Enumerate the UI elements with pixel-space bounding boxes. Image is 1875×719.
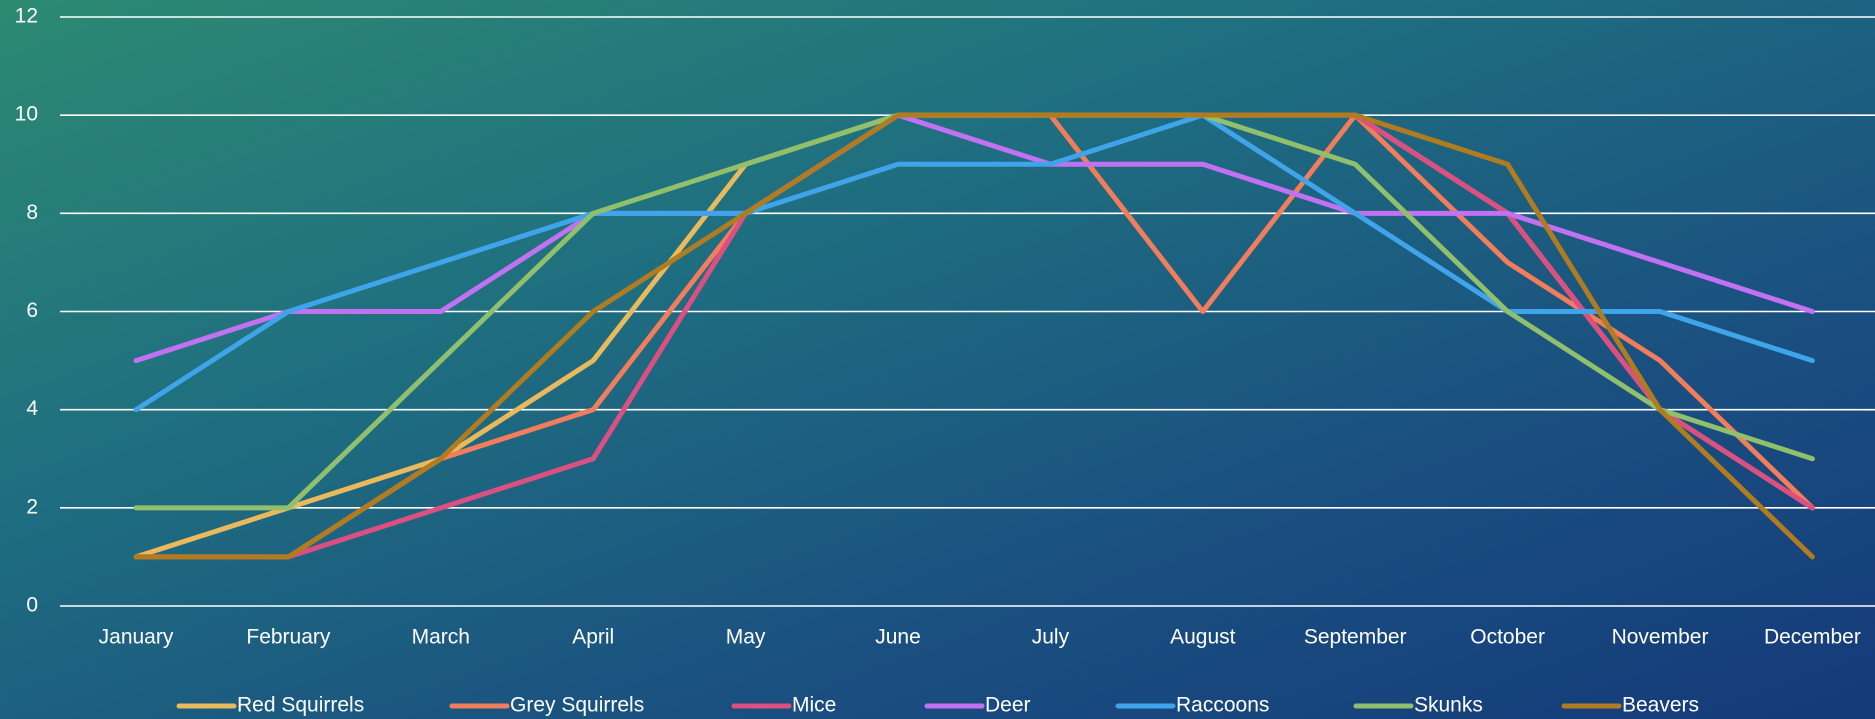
legend-label: Red Squirrels — [237, 694, 364, 717]
x-tick-label: February — [246, 626, 331, 649]
legend-label: Grey Squirrels — [510, 694, 644, 717]
x-tick-label: May — [726, 626, 766, 649]
legend-label: Raccoons — [1176, 694, 1269, 717]
x-tick-label: January — [99, 626, 174, 649]
x-tick-label: October — [1470, 626, 1545, 649]
y-tick-label: 6 — [26, 299, 38, 322]
y-tick-label: 12 — [15, 5, 38, 28]
series-line — [133, 112, 1815, 560]
x-tick-label: April — [572, 626, 614, 649]
series-line — [133, 112, 1815, 413]
x-tick-label: June — [875, 626, 921, 649]
x-tick-label: December — [1764, 626, 1861, 649]
x-tick-label: November — [1612, 626, 1709, 649]
series-line — [133, 112, 1815, 364]
y-tick-label: 4 — [26, 397, 38, 420]
x-tick-label: July — [1032, 626, 1070, 649]
y-tick-label: 0 — [26, 594, 38, 617]
y-tick-label: 10 — [15, 103, 38, 126]
x-tick-label: March — [412, 626, 470, 649]
legend-label: Skunks — [1414, 694, 1483, 717]
x-tick-label: August — [1170, 626, 1236, 649]
legend-label: Deer — [985, 694, 1031, 717]
legend-label: Mice — [792, 694, 836, 717]
y-tick-label: 2 — [26, 495, 38, 518]
x-tick-label: September — [1304, 626, 1407, 649]
legend-label: Beavers — [1622, 694, 1699, 717]
y-tick-label: 8 — [26, 201, 38, 224]
